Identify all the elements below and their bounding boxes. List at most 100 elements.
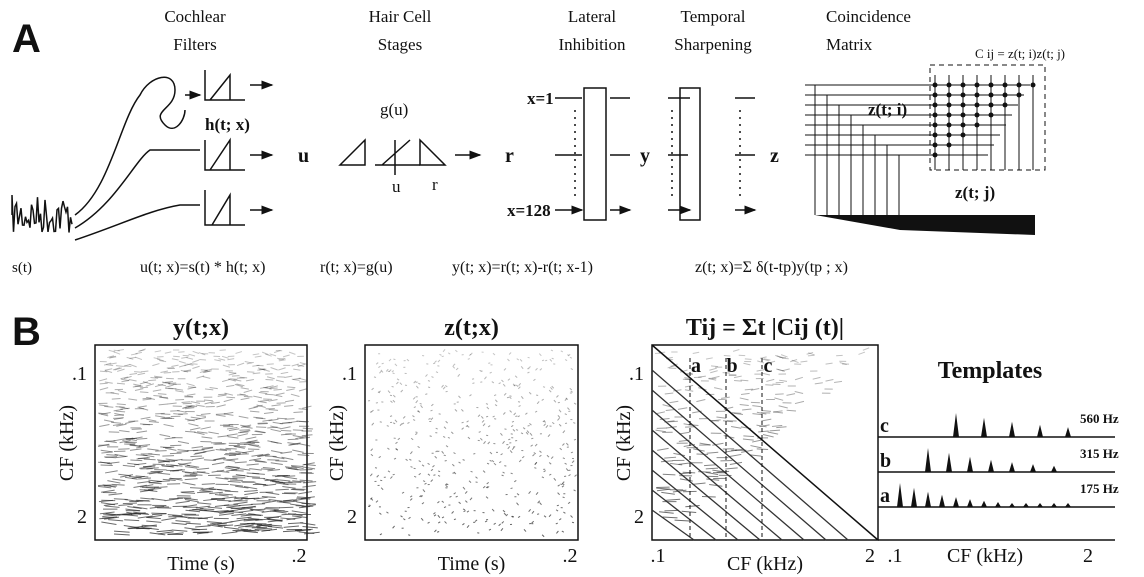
x-axis-label: CF (kHz)	[727, 553, 803, 575]
texture	[435, 371, 439, 374]
texture	[488, 528, 492, 531]
texture	[567, 354, 570, 356]
texture	[284, 466, 298, 469]
texture	[181, 401, 191, 403]
matrix-node	[974, 112, 980, 118]
texture	[370, 453, 374, 457]
texture	[409, 458, 412, 461]
texture	[252, 472, 265, 475]
texture	[507, 446, 511, 450]
texture	[533, 378, 536, 382]
texture	[246, 361, 254, 365]
texture	[460, 408, 464, 412]
texture	[469, 497, 473, 501]
texture	[655, 429, 666, 433]
texture	[124, 443, 136, 446]
texture	[564, 413, 567, 416]
texture	[532, 453, 535, 457]
texture	[157, 459, 170, 462]
texture	[257, 368, 265, 371]
texture	[453, 518, 457, 521]
texture	[286, 516, 302, 521]
texture	[771, 425, 783, 427]
texture	[437, 521, 441, 524]
template-peak	[988, 459, 994, 472]
texture	[208, 488, 223, 491]
texture	[763, 358, 771, 361]
texture	[433, 474, 436, 476]
texture	[219, 493, 233, 496]
texture	[720, 396, 730, 399]
texture	[141, 486, 156, 489]
texture	[281, 456, 294, 461]
texture	[215, 477, 229, 480]
texture	[533, 452, 537, 455]
texture	[500, 453, 503, 456]
texture	[775, 354, 782, 359]
texture	[539, 502, 542, 506]
plot-title: Tij = Σt |Cij (t)|	[686, 315, 844, 341]
texture	[766, 378, 775, 382]
texture	[200, 413, 211, 415]
texture	[98, 461, 111, 464]
texture	[177, 440, 190, 445]
texture	[571, 460, 575, 464]
texture	[534, 467, 537, 469]
texture	[545, 359, 548, 362]
texture	[217, 435, 229, 438]
texture	[252, 364, 260, 367]
texture	[223, 413, 234, 416]
texture	[516, 502, 519, 506]
texture	[243, 530, 260, 532]
texture	[516, 358, 520, 361]
texture	[256, 404, 266, 408]
texture	[444, 460, 447, 462]
texture	[685, 504, 700, 508]
texture	[794, 390, 804, 394]
texture	[778, 405, 788, 409]
texture	[794, 400, 805, 405]
template-peak	[981, 500, 987, 507]
texture	[486, 481, 490, 485]
texture	[219, 349, 226, 351]
texture	[244, 360, 252, 364]
template-name: a	[880, 485, 890, 507]
texture	[184, 395, 194, 398]
texture	[564, 462, 567, 465]
texture	[105, 440, 117, 444]
diagonal-band	[651, 429, 783, 541]
texture	[188, 423, 199, 427]
texture	[225, 453, 237, 455]
texture	[240, 424, 251, 428]
texture	[698, 471, 711, 473]
texture	[539, 450, 542, 453]
texture	[97, 485, 112, 489]
texture	[241, 506, 257, 509]
texture	[175, 390, 184, 393]
texture	[265, 353, 272, 357]
texture	[455, 349, 458, 353]
texture	[756, 411, 767, 415]
texture	[684, 389, 694, 392]
texture	[236, 516, 252, 520]
texture	[508, 352, 512, 355]
z-label: z(t; j)	[955, 183, 995, 202]
texture	[197, 491, 211, 494]
texture	[113, 349, 120, 352]
texture	[407, 421, 410, 424]
texture	[216, 470, 230, 473]
texture	[741, 449, 753, 453]
texture	[215, 414, 226, 417]
texture	[436, 531, 440, 533]
texture	[171, 529, 188, 532]
texture	[536, 394, 539, 397]
texture	[107, 355, 115, 359]
texture	[123, 375, 132, 380]
texture	[136, 437, 148, 440]
texture	[517, 401, 521, 403]
texture	[103, 419, 115, 423]
texture	[513, 384, 516, 387]
texture	[268, 408, 279, 411]
texture	[432, 464, 435, 468]
texture	[97, 443, 110, 448]
